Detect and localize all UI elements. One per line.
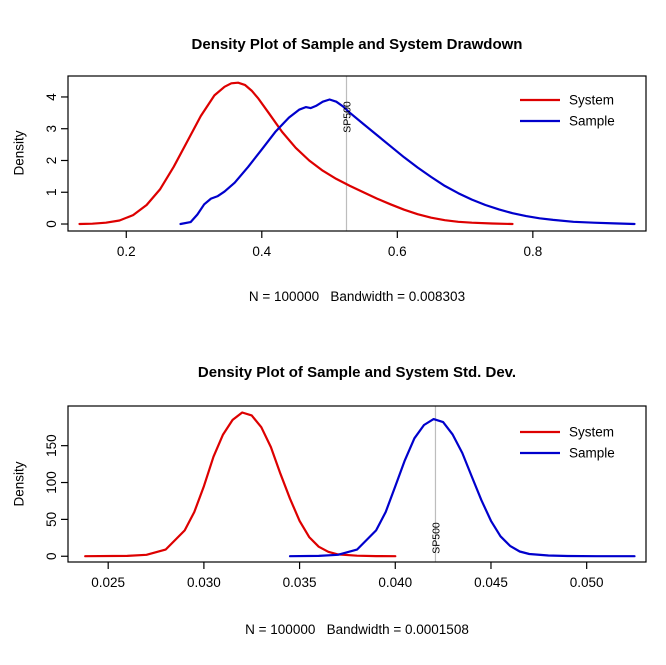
density-curve-sample [179,98,636,226]
chart-title-stddev: Density Plot of Sample and System Std. D… [197,364,517,381]
x-tick-label: 0.035 [283,575,317,590]
density-curve-system [84,411,397,558]
y-tick-label: 4 [44,93,59,101]
legend-label-system: System [569,93,614,108]
y-tick-label: 0 [44,220,59,228]
chart-title-drawdown: Density Plot of Sample and System Drawdo… [191,36,523,53]
x-tick-label: 0.2 [117,244,136,259]
x-tick-label: 0.4 [252,244,271,259]
density-curve-sample [288,418,636,558]
legend-label-system: System [569,425,614,440]
chart-subtitle-stddev: N = 100000 Bandwidth = 0.0001508 [245,622,469,637]
plot-box [67,405,647,563]
y-axis-label-drawdown: Density [11,130,27,176]
x-tick-label: 0.045 [474,575,508,590]
sp500-label: SP500 [430,522,442,554]
density-curve-system [78,81,514,226]
sp500-label: SP500 [341,101,353,133]
y-tick-label: 150 [44,434,59,457]
y-tick-label: 100 [44,471,59,494]
y-axis-label-stddev: Density [11,461,27,507]
legend-label-sample: Sample [569,114,615,129]
y-tick-label: 50 [44,512,59,527]
x-tick-label: 0.8 [523,244,542,259]
x-tick-label: 0.6 [388,244,407,259]
y-tick-label: 0 [44,552,59,560]
chart-subtitle-drawdown: N = 100000 Bandwidth = 0.008303 [248,289,466,304]
x-tick-label: 0.040 [378,575,412,590]
legend-label-sample: Sample [569,446,615,461]
x-tick-label: 0.050 [570,575,604,590]
x-tick-label: 0.025 [91,575,125,590]
plot-box [67,75,647,232]
y-tick-label: 1 [44,188,59,196]
x-tick-label: 0.030 [187,575,221,590]
y-tick-label: 3 [44,125,59,133]
y-tick-label: 2 [44,157,59,165]
